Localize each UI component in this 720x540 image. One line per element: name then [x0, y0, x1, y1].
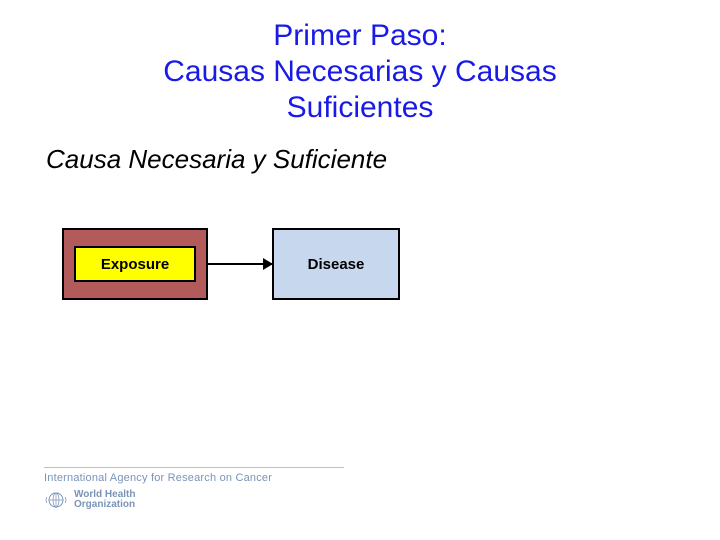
node-exposure: Exposure: [62, 228, 208, 300]
iarc-label: International Agency for Research on Can…: [44, 472, 344, 484]
node-exposure-label: Exposure: [101, 256, 169, 273]
who-logo-icon: [44, 488, 68, 512]
causality-diagram: Exposure Disease: [62, 228, 462, 308]
slide-title: Primer Paso: Causas Necesarias y Causas …: [0, 18, 720, 126]
footer-divider: [44, 467, 344, 468]
node-disease-label: Disease: [308, 256, 365, 273]
who-text-2: Organization: [74, 500, 135, 510]
who-text: World Health Organization: [74, 490, 135, 510]
who-block: World Health Organization: [44, 488, 344, 512]
section-subtitle: Causa Necesaria y Suficiente: [46, 144, 387, 175]
title-line-1: Primer Paso:: [0, 18, 720, 54]
title-line-2: Causas Necesarias y Causas: [0, 54, 720, 90]
title-line-3: Suficientes: [0, 90, 720, 126]
node-disease: Disease: [272, 228, 400, 300]
node-exposure-inner: Exposure: [74, 246, 196, 282]
footer-attribution: International Agency for Research on Can…: [44, 467, 344, 512]
arrow-exposure-disease: [208, 263, 272, 265]
